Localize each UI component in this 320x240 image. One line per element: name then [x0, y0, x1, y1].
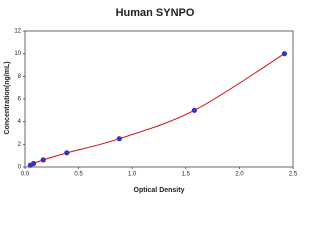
data-point — [30, 160, 37, 167]
data-point — [281, 51, 288, 57]
y-tick-label: 8 — [18, 74, 22, 80]
fit-curve — [30, 53, 285, 166]
x-tick-label: 2.5 — [289, 172, 298, 178]
plot-frame — [24, 30, 294, 168]
y-axis-label: Concentration(ng/mL) — [4, 61, 11, 134]
y-tick-label: 2 — [18, 142, 22, 148]
x-tick-label: 0.0 — [21, 172, 30, 178]
x-tick-label: 2.0 — [235, 172, 244, 178]
data-point — [64, 150, 70, 156]
y-tick-label: 0 — [18, 165, 22, 171]
x-tick-label: 1.5 — [182, 172, 191, 178]
page: Human SYNPO Optical Density Concentratio… — [3, 6, 298, 194]
x-tick-label: 1.0 — [128, 172, 137, 178]
data-point — [116, 136, 122, 142]
data-point — [40, 157, 46, 163]
y-tick-label: 4 — [18, 119, 22, 125]
chart-title: Human SYNPO — [116, 7, 195, 19]
x-tick-label: 0.5 — [74, 172, 83, 178]
y-tick-label: 10 — [14, 51, 21, 57]
data-point — [191, 107, 197, 113]
y-tick-label: 12 — [14, 29, 21, 35]
x-axis-label: Optical Density — [134, 187, 185, 194]
y-tick-label: 6 — [18, 97, 22, 103]
chart: Human SYNPO Optical Density Concentratio… — [4, 7, 298, 194]
